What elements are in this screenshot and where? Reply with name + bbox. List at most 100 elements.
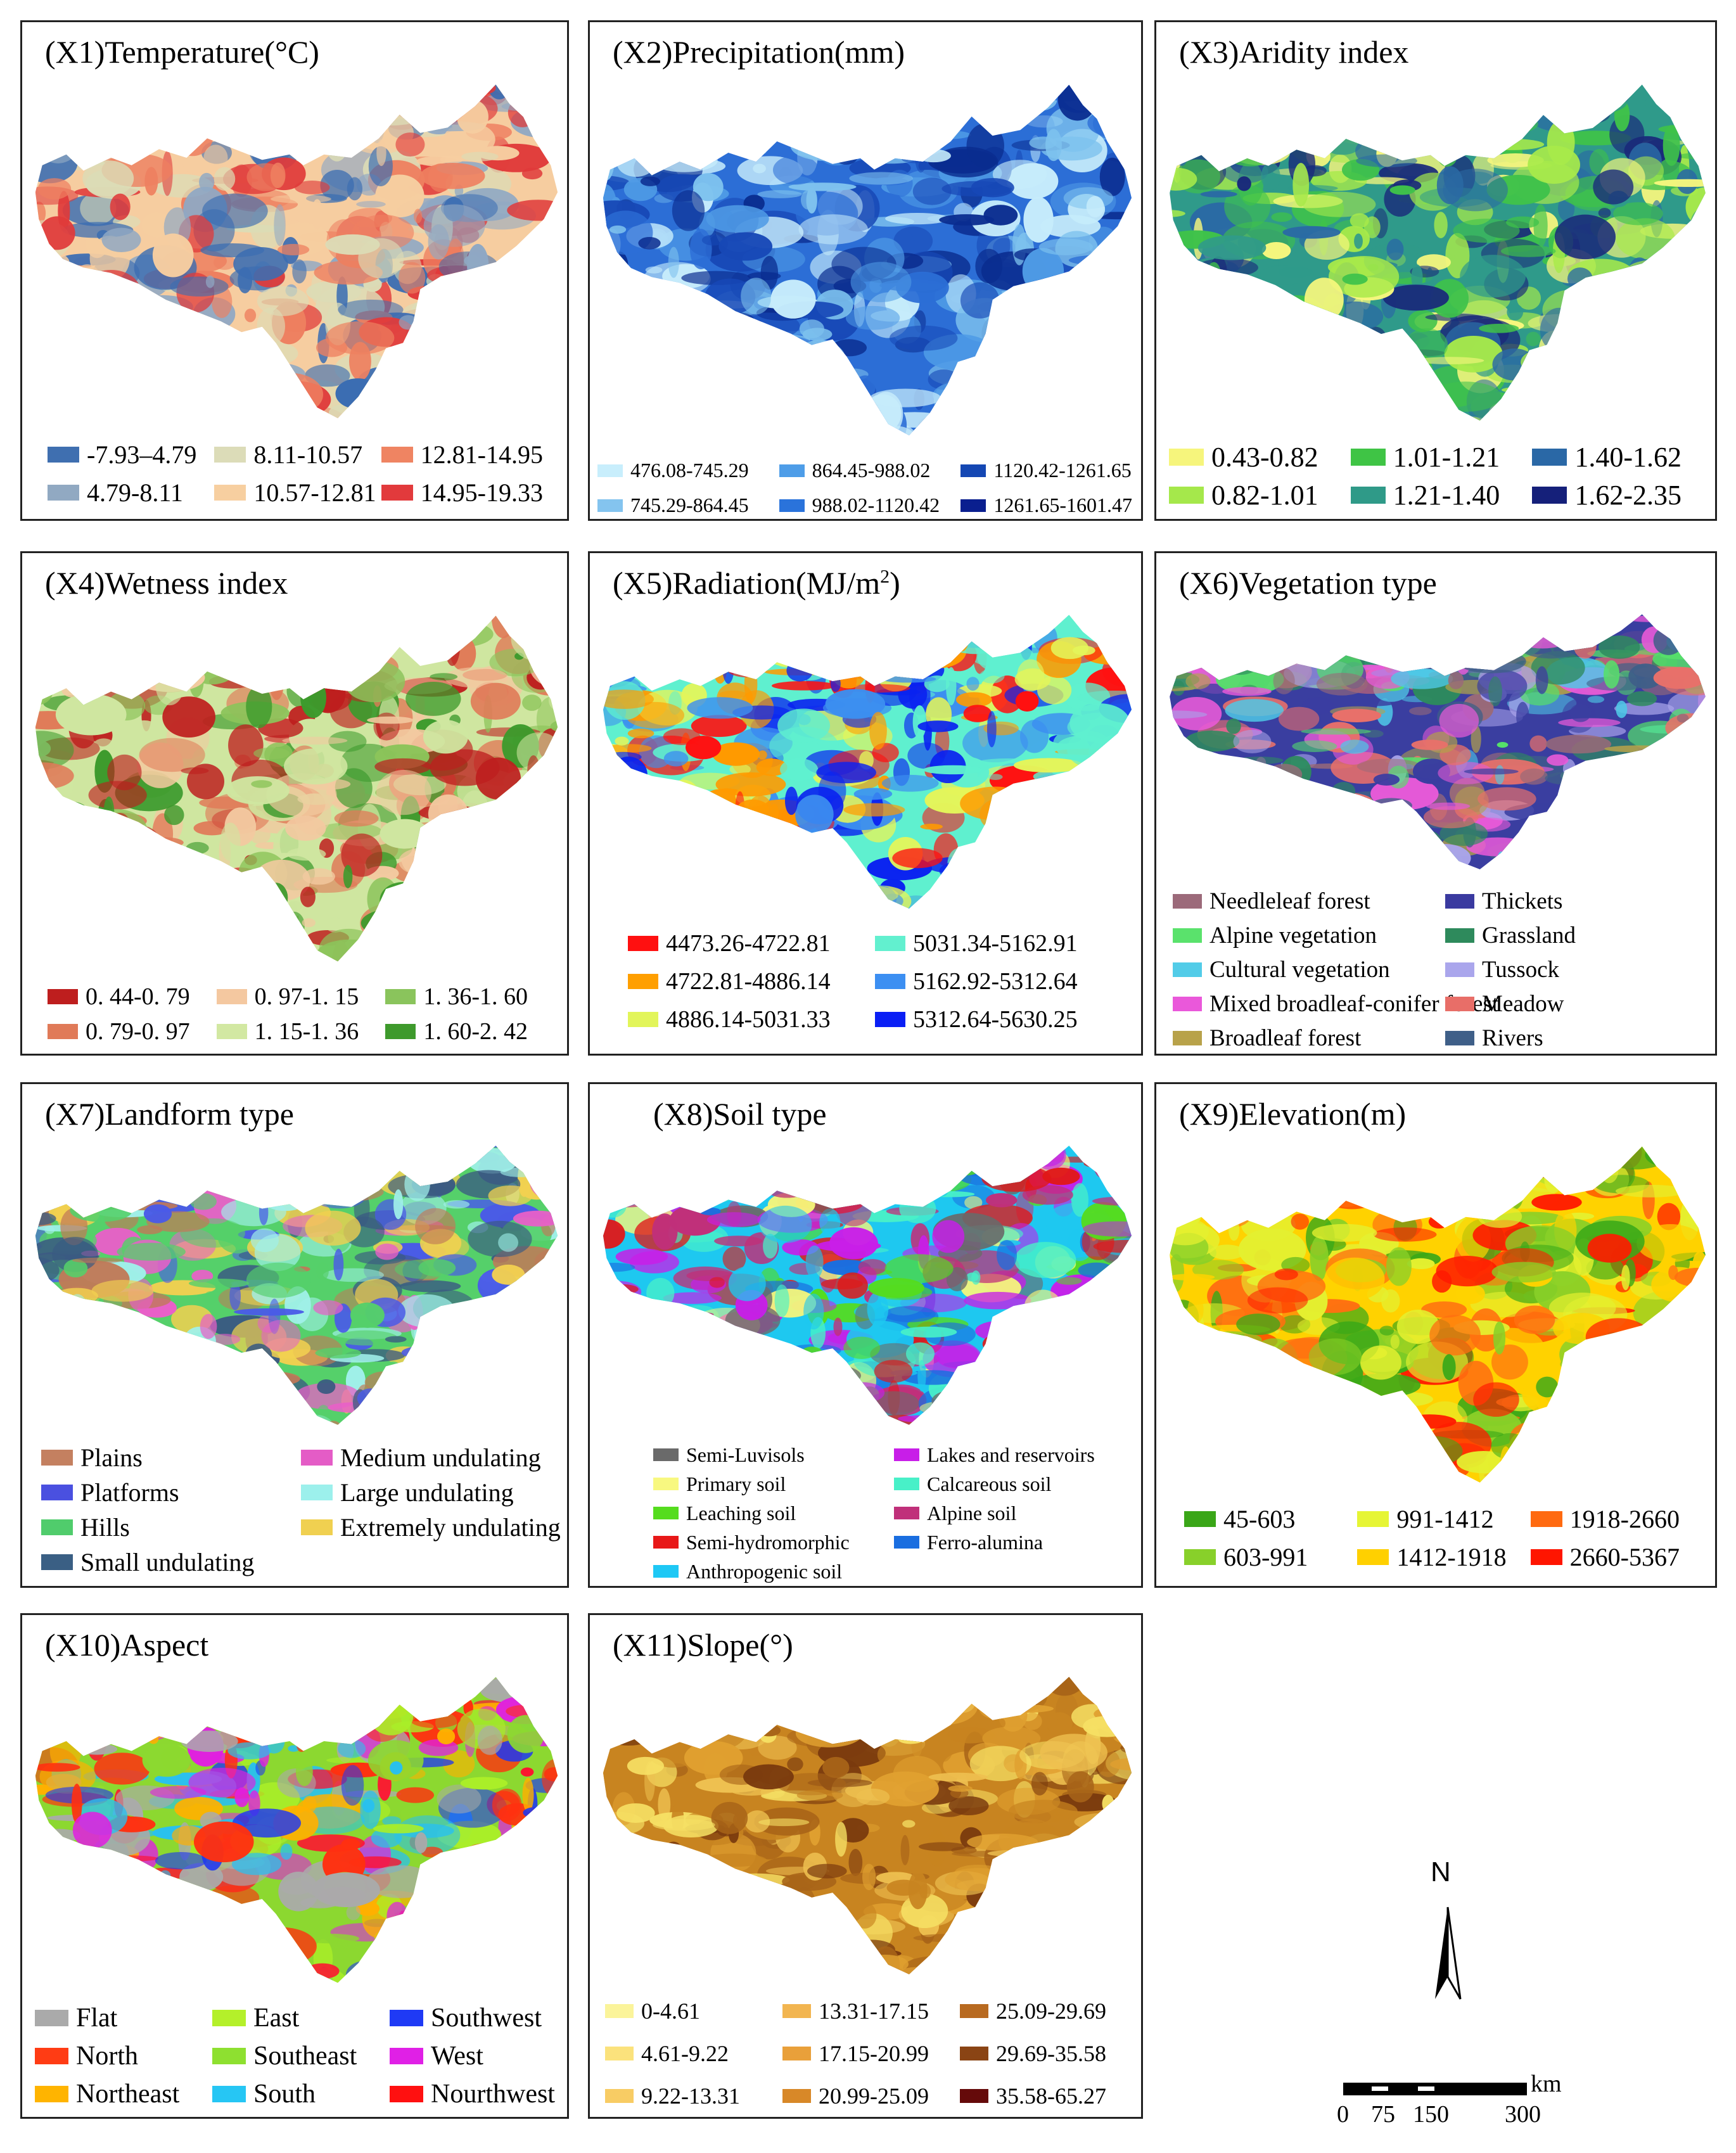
legend-item: 1. 60-2. 42 xyxy=(385,1014,528,1049)
legend-item: 29.69-35.58 xyxy=(960,2033,1106,2075)
legend-item: 988.02-1120.42 xyxy=(779,488,940,523)
legend-label: 4.79-8.11 xyxy=(87,478,183,507)
legend-swatch xyxy=(301,1485,333,1500)
legend-item: 35.58-65.27 xyxy=(960,2074,1106,2117)
region-map xyxy=(603,615,1132,909)
legend-label: South xyxy=(253,2080,316,2109)
legend-label: Rivers xyxy=(1482,1025,1543,1051)
legend-item: East xyxy=(212,1999,299,2037)
legend-item: Lakes and reservoirs xyxy=(894,1440,1095,1469)
legend-swatch xyxy=(653,1507,679,1519)
legend-swatch xyxy=(653,1536,679,1549)
legend-item: Meadow xyxy=(1445,987,1564,1021)
legend-swatch xyxy=(1173,928,1202,943)
legend-swatch xyxy=(390,2048,423,2064)
legend-swatch xyxy=(605,2046,634,2060)
legend-swatch xyxy=(653,1478,679,1490)
legend-item: 0. 79-0. 97 xyxy=(48,1014,190,1049)
legend-item: 14.95-19.33 xyxy=(381,473,543,511)
legend-item: 20.99-25.09 xyxy=(782,2074,929,2117)
panel-title: (X11)Slope(°) xyxy=(613,1627,793,1663)
legend-label: Meadow xyxy=(1482,990,1564,1017)
legend-swatch xyxy=(214,484,246,501)
legend-label: 45-603 xyxy=(1223,1504,1296,1533)
panel-title: (X1)Temperature(°C) xyxy=(45,34,319,70)
legend-label: 10.57-12.81 xyxy=(253,478,376,507)
legend-swatch xyxy=(390,2086,423,2102)
legend-label: Northeast xyxy=(76,2080,180,2109)
legend-item: 8.11-10.57 xyxy=(214,435,362,473)
legend-swatch xyxy=(960,2004,988,2019)
map-panel-5: (X5)Radiation(MJ/m2) 4473.26-4722.81 4722.… xyxy=(588,551,1143,1056)
legend-item: 0.43-0.82 xyxy=(1169,438,1318,476)
legend-swatch xyxy=(875,936,905,951)
legend-label: Extremely undulating xyxy=(340,1513,561,1542)
legend-item: 2660-5367 xyxy=(1530,1538,1680,1576)
region-map xyxy=(35,1677,558,1983)
panel-title: (X2)Precipitation(mm) xyxy=(613,34,905,70)
legend-label: Cultural vegetation xyxy=(1209,956,1390,983)
legend-swatch xyxy=(894,1507,919,1519)
legend-label: Semi-Luvisols xyxy=(686,1443,805,1466)
legend-item: 1.01-1.21 xyxy=(1350,438,1500,476)
legend-swatch xyxy=(1169,486,1204,504)
legend-item: Flat xyxy=(35,1999,117,2037)
legend-item: 4.61-9.22 xyxy=(605,2033,729,2075)
legend-label: 1. 36-1. 60 xyxy=(423,983,528,1010)
region-map xyxy=(603,1146,1132,1425)
legend-label: 988.02-1120.42 xyxy=(812,494,940,516)
north-arrow-icon xyxy=(1435,1907,1462,2000)
region-map xyxy=(35,615,558,962)
legend-item: 1412-1918 xyxy=(1357,1538,1507,1576)
legend-label: 25.09-29.69 xyxy=(996,1998,1106,2024)
panel-title: (X7)Landform type xyxy=(45,1096,294,1132)
legend-swatch xyxy=(35,2048,68,2064)
legend-swatch xyxy=(1350,448,1386,466)
legend-item: -7.93–4.79 xyxy=(48,435,196,473)
legend-swatch xyxy=(653,1565,679,1578)
legend-item: Alpine soil xyxy=(894,1498,1016,1528)
region-map xyxy=(603,84,1132,436)
legend-label: North xyxy=(76,2041,138,2071)
legend-item: Ferro-alumina xyxy=(894,1528,1043,1557)
legend-label: Small undulating xyxy=(80,1548,255,1576)
legend-item: 4722.81-4886.14 xyxy=(628,962,831,1000)
legend-item: North xyxy=(35,2037,138,2075)
legend-item: 1.40-1.62 xyxy=(1532,438,1682,476)
map-panel-1: (X1)Temperature(°C) -7.93–4.79 4.79-8.11 8.… xyxy=(20,20,569,521)
map-legend: 0. 44-0. 79 0. 79-0. 97 0. 97-1. 15 1. 15-1… xyxy=(48,979,554,1049)
legend-label: 2660-5367 xyxy=(1569,1542,1680,1571)
legend-swatch xyxy=(1184,1511,1216,1527)
legend-item: 991-1412 xyxy=(1357,1500,1494,1538)
legend-item: Medium undulating xyxy=(301,1440,541,1475)
legend-item: 1.62-2.35 xyxy=(1532,476,1682,514)
legend-item: Grassland xyxy=(1445,918,1576,952)
legend-swatch xyxy=(390,2010,423,2026)
legend-item: Extremely undulating xyxy=(301,1510,561,1545)
legend-swatch xyxy=(628,1012,658,1027)
legend-label: 1412-1918 xyxy=(1396,1542,1507,1571)
legend-label: 17.15-20.99 xyxy=(819,2040,929,2066)
legend-swatch xyxy=(605,2088,634,2103)
legend-item: Semi-hydromorphic xyxy=(653,1528,850,1557)
legend-item: 0. 44-0. 79 xyxy=(48,979,190,1014)
legend-swatch xyxy=(653,1448,679,1461)
scale-tick-0: 0 xyxy=(1337,2101,1349,2128)
legend-swatch xyxy=(1445,962,1474,977)
legend-label: Primary soil xyxy=(686,1472,786,1495)
legend-label: 0.43-0.82 xyxy=(1211,441,1318,473)
legend-label: 13.31-17.15 xyxy=(819,1998,929,2024)
panel-title: (X5)Radiation(MJ/m2) xyxy=(613,565,900,601)
legend-swatch xyxy=(1445,1030,1474,1045)
legend-label: 5312.64-5630.25 xyxy=(913,1006,1078,1033)
legend-label: 4.61-9.22 xyxy=(641,2040,729,2066)
map-panel-6: (X6)Vegetation type Needleleaf forest Alpi… xyxy=(1154,551,1717,1056)
legend-item: 10.57-12.81 xyxy=(214,473,376,511)
map-legend: 476.08-745.29 745.29-864.45 864.45-988.02 9… xyxy=(597,453,1142,523)
map-legend: 4473.26-4722.81 4722.81-4886.14 4886.14-50… xyxy=(628,924,1122,1038)
map-panel-9: (X9)Elevation(m) 45-603 603-991 991-1412 141… xyxy=(1154,1082,1717,1588)
map-legend: 0.43-0.82 0.82-1.01 1.01-1.21 1.21-1.40 1.40… xyxy=(1169,438,1714,514)
legend-item: 5162.92-5312.64 xyxy=(875,962,1078,1000)
scale-bar-graphic xyxy=(1343,2083,1527,2095)
legend-swatch xyxy=(301,1519,333,1535)
